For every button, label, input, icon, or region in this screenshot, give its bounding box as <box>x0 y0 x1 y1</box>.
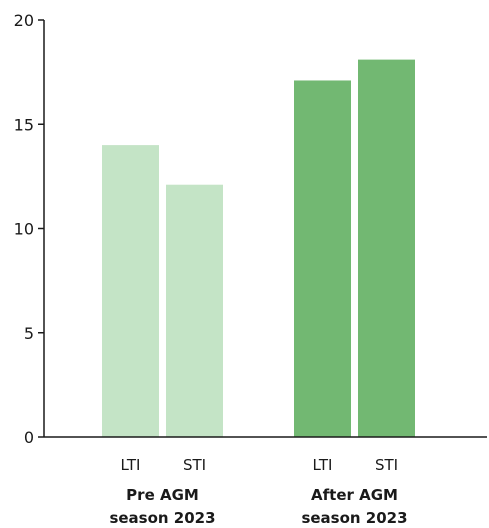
group-label-line2: season 2023 <box>109 509 215 527</box>
x-category-label: STI <box>183 456 206 474</box>
bar-1-lti <box>294 80 351 437</box>
y-tick-label: 5 <box>24 324 34 343</box>
bar-0-lti <box>102 145 159 437</box>
x-labels: LTI STI Pre AGM season 2023 LTI STI After AGM s… <box>109 456 407 527</box>
y-tick-label: 20 <box>14 11 34 30</box>
bars <box>102 59 415 438</box>
bar-1-sti <box>358 59 415 438</box>
group-label-line2: season 2023 <box>301 509 407 527</box>
y-axis: 0 5 10 15 20 <box>14 11 45 447</box>
y-tick-label: 0 <box>24 428 34 447</box>
y-tick-label: 10 <box>14 220 34 239</box>
x-category-label: STI <box>375 456 398 474</box>
group-label-line1: After AGM <box>311 486 398 504</box>
x-category-label: LTI <box>313 456 333 474</box>
group-label-line1: Pre AGM <box>126 486 199 504</box>
y-tick-label: 15 <box>14 115 34 134</box>
x-category-label: LTI <box>121 456 141 474</box>
bar-0-sti <box>166 184 223 437</box>
